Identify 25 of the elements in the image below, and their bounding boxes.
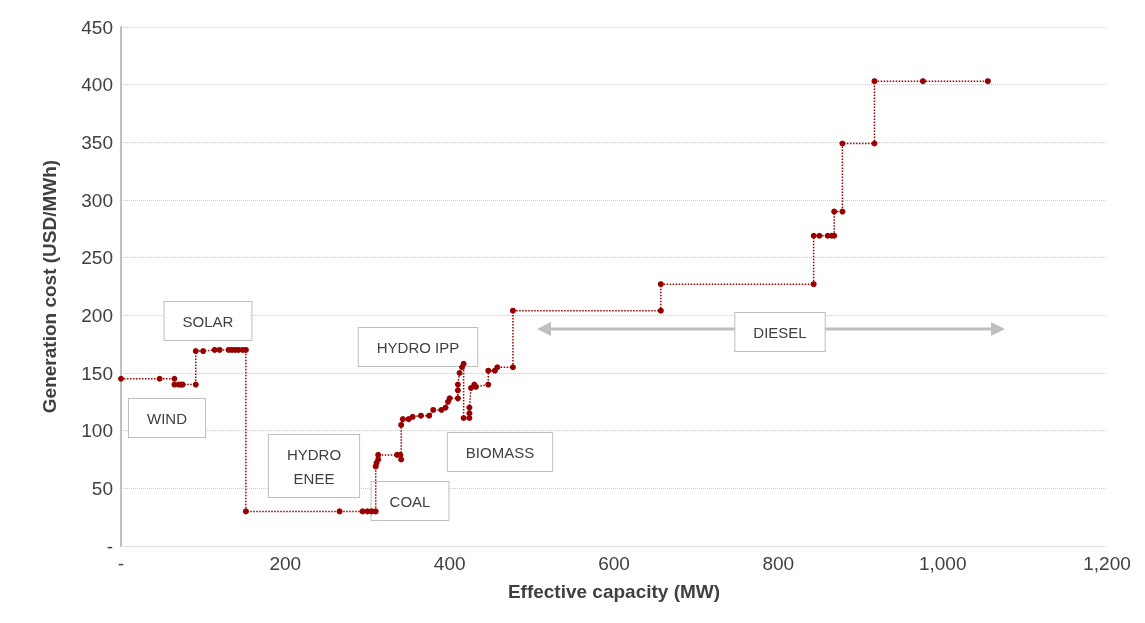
x-tick-label: 200	[269, 553, 302, 574]
y-tick-label: -	[106, 535, 113, 557]
annotation: DIESEL	[753, 323, 807, 341]
x-axis-title: Effective capacity (MW)	[507, 581, 721, 602]
y-tick-label: 250	[81, 247, 113, 269]
annotation: HYDRO ENEE	[286, 445, 342, 487]
annotation: HYDRO IPP	[376, 338, 460, 356]
annotation: SOLAR	[182, 312, 234, 330]
annotation: WIND	[147, 409, 188, 427]
x-tick-label: 1,200	[1083, 553, 1131, 574]
y-tick-label: 150	[81, 362, 113, 384]
y-tick-label: 450	[81, 16, 113, 38]
annotation: BIOMASS	[465, 443, 535, 461]
y-tick-label: 200	[81, 304, 113, 326]
x-tick-label: 600	[598, 553, 630, 574]
x-tick-label: 400	[433, 553, 466, 574]
y-tick-label: 100	[81, 420, 113, 442]
x-tick-label: 800	[762, 553, 795, 574]
annotation: COAL	[389, 492, 431, 510]
y-tick-label: 350	[81, 131, 113, 153]
y-tick-label: 50	[91, 477, 113, 499]
y-axis-title: Generation cost (USD/MWh)	[39, 159, 60, 414]
x-tick-label: 1,000	[918, 553, 967, 574]
y-tick-label: 400	[81, 74, 113, 96]
y-tick-label: 300	[81, 189, 113, 211]
